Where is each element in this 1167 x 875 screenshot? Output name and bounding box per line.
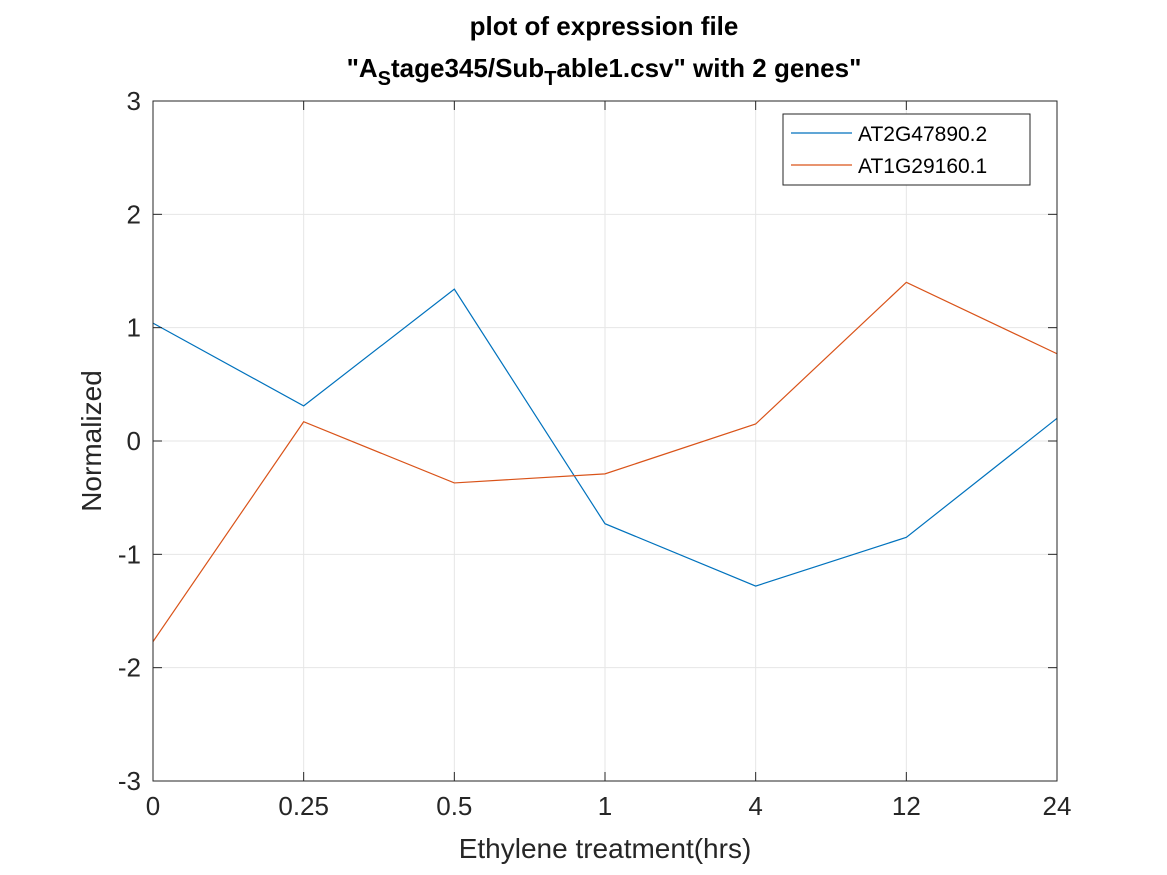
x-tick-label: 0 [146, 791, 160, 821]
y-tick-label: -2 [118, 653, 141, 683]
y-tick-label: 3 [127, 86, 141, 116]
x-tick-label: 0.25 [278, 791, 329, 821]
title-line-2-prefix: "A [347, 53, 378, 83]
x-tick-label: 4 [748, 791, 762, 821]
y-tick-label: -3 [118, 766, 141, 796]
chart-title-line-1: plot of expression file [470, 11, 739, 41]
title-line-2-middle: tage345/Sub [391, 53, 544, 83]
chart-title-line-2: "AStage345/SubTable1.csv" with 2 genes" [347, 53, 862, 90]
x-axis-label: Ethylene treatment(hrs) [459, 833, 752, 864]
y-tick-label: 1 [127, 313, 141, 343]
y-axis-label: Normalized [76, 370, 107, 512]
title-line-2-suffix: able1.csv" with 2 genes" [556, 53, 861, 83]
x-tick-label: 0.5 [436, 791, 472, 821]
y-tick-label: 0 [127, 426, 141, 456]
x-tick-label: 1 [598, 791, 612, 821]
legend-box [782, 113, 1031, 186]
title-line-2-subscript-s: S [378, 68, 391, 90]
x-tick-label: 12 [892, 791, 921, 821]
legend-label-2: AT1G29160.1 [858, 155, 987, 178]
y-tick-label: -1 [118, 539, 141, 569]
legend-label-1: AT2G47890.2 [858, 123, 987, 146]
x-tick-label: 24 [1043, 791, 1072, 821]
series-lines [152, 281, 1058, 642]
title-line-2-subscript-t: T [544, 68, 556, 90]
legend: AT2G47890.2 AT1G29160.1 [782, 113, 1031, 186]
series-line-1 [152, 288, 1058, 587]
series-line-2 [152, 281, 1058, 642]
y-tick-label: 2 [127, 199, 141, 229]
